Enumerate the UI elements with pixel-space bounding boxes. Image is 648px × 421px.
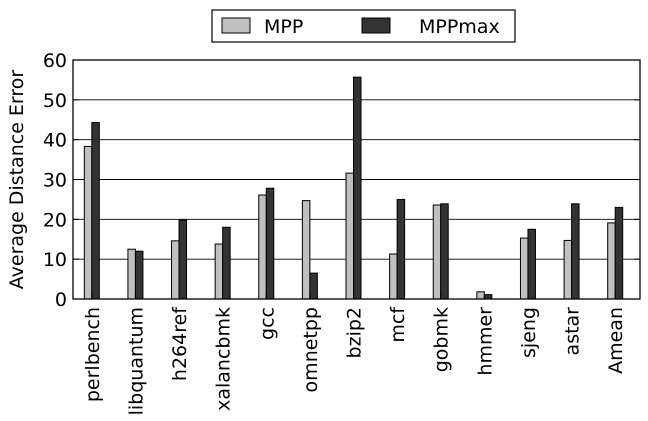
- y-tick-label: 0: [55, 289, 67, 311]
- legend-label-mpp: MPP: [264, 16, 303, 38]
- x-tick-label: xalancbmk: [213, 307, 235, 411]
- x-tick-label: sjeng: [518, 307, 540, 358]
- bar-mpp-astar: [563, 239, 573, 300]
- bar-mppmax-gcc: [265, 187, 275, 300]
- bars: [83, 76, 624, 300]
- bar-mpp-amean: [607, 222, 616, 300]
- y-axis-label: Average Distance Error: [6, 70, 28, 290]
- bar-mppmax-bzip2: [353, 76, 362, 300]
- x-tick-label: Amean: [605, 307, 627, 374]
- legend-swatch-mpp: [221, 17, 251, 34]
- bar-mppmax-libquantum: [134, 250, 144, 300]
- bar-mpp-xalancbmk: [214, 243, 224, 300]
- bar-mppmax-hmmer: [483, 294, 493, 300]
- x-tick-label: astar: [562, 307, 584, 356]
- y-tick-label: 20: [43, 209, 67, 231]
- y-tick-label: 30: [43, 170, 67, 192]
- bar-mpp-h264ref: [171, 240, 180, 300]
- bar-mppmax-perlbench: [91, 122, 100, 300]
- x-tick-label: omnetpp: [300, 307, 322, 392]
- y-tick-label: 50: [43, 90, 67, 112]
- bar-mpp-mcf: [389, 253, 398, 300]
- bar-mpp-omnetpp: [301, 200, 311, 300]
- legend: MPP MPPmax: [211, 9, 516, 43]
- y-tick-label: 60: [43, 50, 67, 72]
- x-tick-label: gobmk: [431, 307, 453, 372]
- bar-mppmax-amean: [614, 206, 624, 300]
- bar-mppmax-xalancbmk: [222, 226, 231, 300]
- legend-label-mppmax: MPPmax: [419, 16, 500, 38]
- x-tick-label: mcf: [387, 306, 409, 343]
- bar-mpp-bzip2: [345, 172, 354, 300]
- bar-mpp-libquantum: [127, 248, 136, 300]
- x-tick-label: gcc: [256, 307, 278, 340]
- bar-mppmax-h264ref: [178, 219, 188, 300]
- bar-mppmax-mcf: [396, 198, 406, 300]
- x-tick-label: bzip2: [344, 307, 366, 358]
- bar-mppmax-gobmk: [440, 203, 449, 300]
- y-tick-label: 10: [43, 249, 67, 271]
- x-tick-label: hmmer: [474, 307, 496, 376]
- x-tick-label: h264ref: [169, 306, 191, 381]
- bar-mpp-perlbench: [83, 145, 93, 300]
- bar-mppmax-omnetpp: [309, 272, 318, 300]
- bar-mpp-gcc: [258, 194, 267, 300]
- axes: 0 10 20 30 40 50 60 perlbench libquantum h264ref x…: [43, 50, 640, 415]
- bar-mpp-hmmer: [476, 291, 485, 300]
- x-tick-label: perlbench: [82, 307, 104, 402]
- bar-mpp-gobmk: [432, 204, 442, 300]
- bar-mppmax-sjeng: [527, 228, 536, 300]
- x-tick-label: libquantum: [125, 307, 147, 415]
- y-tick-label: 40: [43, 130, 67, 152]
- legend-swatch-mppmax: [361, 17, 391, 34]
- bar-mpp-sjeng: [519, 237, 529, 300]
- bar-mppmax-astar: [571, 203, 580, 300]
